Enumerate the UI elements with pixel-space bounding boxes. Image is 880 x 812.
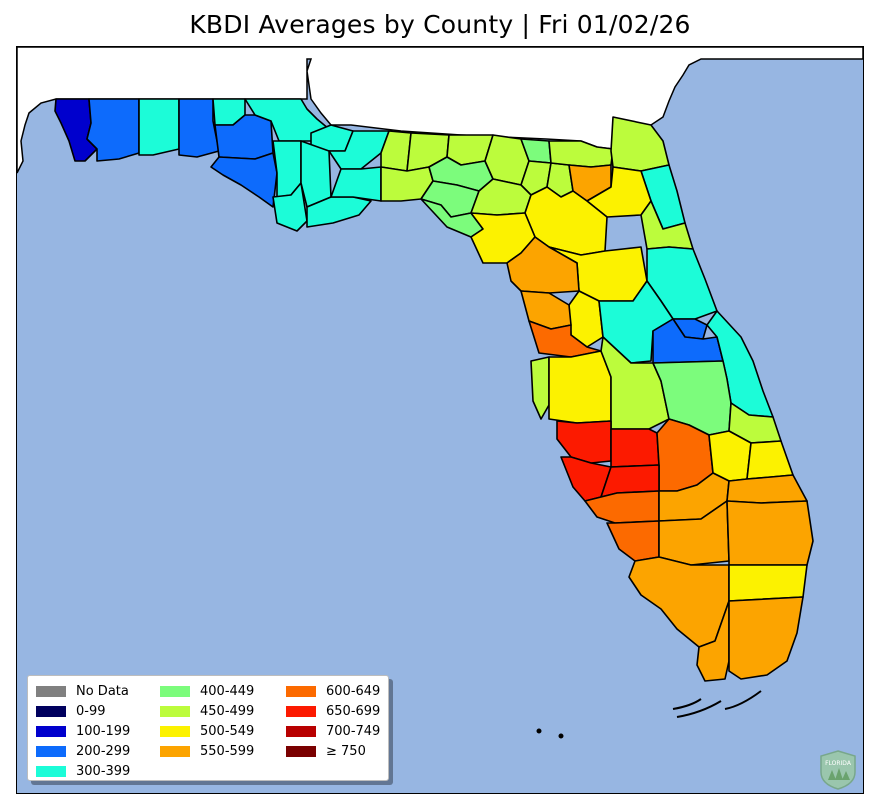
legend-label: 450-499	[200, 703, 255, 719]
county-palm-beach	[726, 500, 814, 566]
county-hillsborough	[548, 350, 612, 424]
county-citrus	[506, 236, 580, 294]
logo-text: FLORIDA	[825, 760, 852, 767]
legend-swatch	[36, 765, 66, 777]
legend-item-600-649: 600-649	[286, 681, 380, 701]
legend-column-2: 400-449 450-499 500-549 550-599	[160, 681, 254, 761]
legend-item-0-99: 0-99	[36, 701, 130, 721]
legend-label: ≥ 750	[326, 743, 366, 759]
legend-label: 700-749	[326, 723, 381, 739]
legend-label: 200-299	[76, 743, 131, 759]
map-frame	[16, 46, 864, 794]
county-putnam	[586, 166, 652, 218]
legend-swatch	[286, 685, 316, 697]
county-martin	[726, 474, 808, 504]
legend-label: 550-599	[200, 743, 255, 759]
legend-item-400-449: 400-449	[160, 681, 254, 701]
legend: No Data 0-99 100-199 200-299 300-399 400…	[27, 675, 389, 781]
county-okaloosa	[138, 98, 180, 156]
legend-label: No Data	[76, 683, 129, 699]
county-polk	[600, 336, 670, 430]
legend-swatch	[286, 745, 316, 757]
county-bay	[210, 152, 278, 208]
legend-label: 0-99	[76, 703, 106, 719]
county-manatee	[556, 420, 612, 464]
county-liberty	[300, 140, 332, 208]
legend-swatch	[36, 685, 66, 697]
legend-label: 100-199	[76, 723, 131, 739]
legend-item-no-data: No Data	[36, 681, 130, 701]
legend-swatch	[36, 725, 66, 737]
outside-land	[17, 47, 863, 174]
florida-kbdi-map	[17, 47, 863, 793]
legend-swatch	[286, 725, 316, 737]
legend-item-650-699: 650-699	[286, 701, 380, 721]
county-pasco	[528, 320, 602, 358]
county-hardee	[610, 428, 660, 468]
legend-item-100-199: 100-199	[36, 721, 130, 741]
legend-item-700-749: 700-749	[286, 721, 380, 741]
legend-swatch	[286, 705, 316, 717]
legend-label: 500-549	[200, 723, 255, 739]
county-monroe-mainland	[696, 600, 730, 682]
legend-item-300-399: 300-399	[36, 761, 130, 781]
florida-keys	[536, 690, 762, 739]
legend-item-500-549: 500-549	[160, 721, 254, 741]
florida-forest-service-logo: FLORIDA	[820, 750, 856, 790]
legend-swatch	[36, 705, 66, 717]
legend-label: 650-699	[326, 703, 381, 719]
legend-label: 600-649	[326, 683, 381, 699]
county-broward	[728, 564, 808, 602]
legend-swatch	[160, 725, 190, 737]
legend-swatch	[160, 745, 190, 757]
legend-item-750-plus: ≥ 750	[286, 741, 380, 761]
county-pinellas	[530, 356, 550, 420]
county-miami-dade	[728, 596, 804, 680]
county-levy	[470, 212, 536, 264]
legend-column-3: 600-649 650-699 700-749 ≥ 750	[286, 681, 380, 761]
legend-item-450-499: 450-499	[160, 701, 254, 721]
legend-label: 400-449	[200, 683, 255, 699]
legend-swatch	[160, 685, 190, 697]
map-title: KBDI Averages by County | Fri 01/02/26	[189, 10, 691, 39]
legend-swatch	[36, 745, 66, 757]
legend-label: 300-399	[76, 763, 131, 779]
legend-column-1: No Data 0-99 100-199 200-299 300-399	[36, 681, 130, 781]
legend-item-200-299: 200-299	[36, 741, 130, 761]
legend-item-550-599: 550-599	[160, 741, 254, 761]
legend-swatch	[160, 705, 190, 717]
